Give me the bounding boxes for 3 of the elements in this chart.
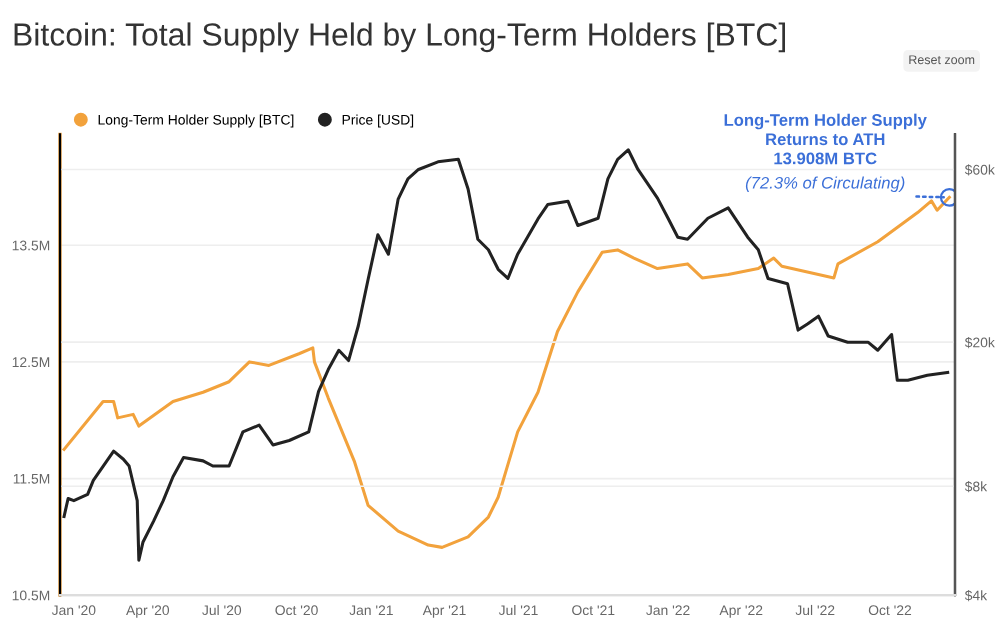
annotation: Long-Term Holder Supply Returns to ATH 13.908M BTC (724, 113, 927, 165)
annotation: (72.3% of Circulating) (745, 176, 905, 192)
chart-title: Bitcoin: Total Supply Held by Long-Term Holders [BTC] (14, 22, 786, 53)
